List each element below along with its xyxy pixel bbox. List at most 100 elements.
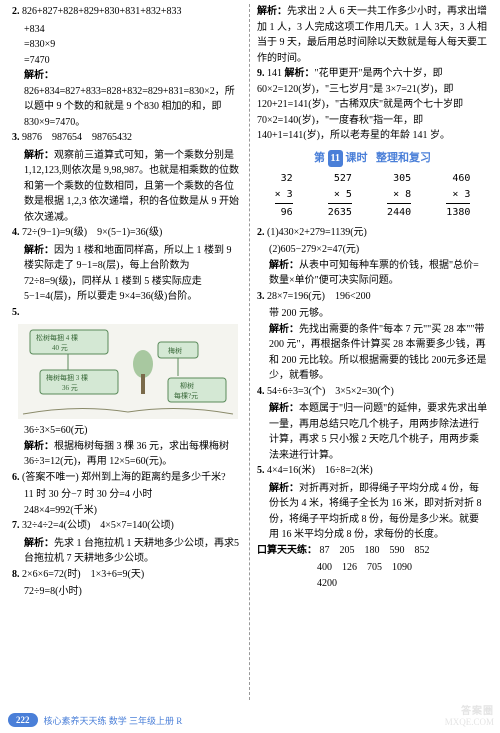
- q4r-exp: 解析：本题属于"归一问题"的延伸，要求先求出单一量，再用总结只吃几个桃子，用两步…: [257, 401, 488, 463]
- q2-l4: =7470: [12, 53, 243, 69]
- mental-label: 口算天天练：: [257, 545, 317, 556]
- sign4-b: 每棵?元: [174, 391, 198, 400]
- q8-l2: 72÷9=8(小时): [12, 584, 243, 600]
- q2r-l1: (1)430×2+279=1139(元): [267, 227, 367, 238]
- q3: 3. 9876 987654 98765432: [12, 130, 243, 146]
- calc-3: 305 × 8 2440: [387, 171, 411, 221]
- sign2-b: 36 元: [62, 384, 78, 392]
- calc-2r: 2635: [328, 203, 352, 221]
- q8-num: 8.: [12, 569, 20, 580]
- q4r: 4. 54÷6÷3=3(个) 3×5×2=30(个): [257, 384, 488, 400]
- q2r-exp-text: 从表中可知每种车票的价钱，根据"总价=数量×单价"便可决实际问题。: [269, 260, 479, 287]
- watermark-bot: MXQE.COM: [445, 717, 494, 727]
- q5: 5.: [12, 305, 243, 321]
- q5-exp: 解析：根据梅树每捆 3 棵 36 元，求出每棵梅树36÷3=12(元)，再用 1…: [12, 439, 243, 470]
- left-column: 2. 826+827+828+829+830+831+832+833 +834 …: [8, 4, 247, 700]
- calc-4: 460 × 3 1380: [446, 171, 470, 221]
- mental-r3: 4200: [257, 576, 488, 592]
- calc-3a: 305: [387, 171, 411, 187]
- q3-l1: 9876 987654 98765432: [22, 132, 132, 143]
- q6: 6. (答案不唯一) 郑州到上海的距离约是多少千米?: [12, 470, 243, 486]
- sign1-a: 松树每捆 4 棵: [36, 333, 78, 342]
- q7-num: 7.: [12, 520, 20, 531]
- calc-4b: × 3: [446, 187, 470, 203]
- sign1-b: 40 元: [52, 344, 68, 352]
- q3r-l1: 28×7=196(元) 196<200: [267, 291, 371, 302]
- q3r-exp-label: 解析：: [269, 324, 299, 335]
- q7-l: 32÷4÷2=4(公顷) 4×5×7=140(公顷): [22, 520, 174, 531]
- calc-1: 32 × 3 96: [275, 171, 293, 221]
- q2: 2. 826+827+828+829+830+831+832+833: [12, 4, 243, 20]
- q4-exp-text: 因为 1 楼和地面同样高，所以上 1 楼到 9 楼实际走了 9−1=8(层)，每…: [24, 245, 232, 303]
- q7-exp: 解析：先求 1 台拖拉机 1 天耕地多少公顷，再求5 台拖拉机 7 天耕地多少公…: [12, 536, 243, 567]
- mental-r1: 87 205 180 590 852: [320, 545, 430, 556]
- q4r-l1: 54÷6÷3=3(个) 3×5×2=30(个): [267, 386, 394, 397]
- q5r-exp-text: 对折再对折，即得绳子平均分成 4 份，每份长为 4 米，将绳子全长为 16 米，…: [269, 483, 482, 541]
- q5r-num: 5.: [257, 465, 265, 476]
- q4r-num: 4.: [257, 386, 265, 397]
- footer-page: 222: [8, 713, 38, 727]
- column-divider: [249, 4, 251, 700]
- q3-num: 3.: [12, 132, 20, 143]
- mental-r2: 400 126 705 1090: [257, 560, 488, 576]
- q4: 4. 72÷(9−1)=9(级) 9×(5−1)=36(级): [12, 225, 243, 241]
- watermark-top: 答案圈: [445, 702, 494, 717]
- calc-2b: × 5: [328, 187, 352, 203]
- calc-4a: 460: [446, 171, 470, 187]
- q2r-num: 2.: [257, 227, 265, 238]
- q8-l1: 2×6×6=72(时) 1×3+6=9(天): [22, 569, 144, 580]
- q7-exp-label: 解析：: [24, 538, 54, 549]
- q2-num: 2.: [12, 6, 20, 17]
- calc-3r: 2440: [387, 203, 411, 221]
- q9-l1: 141: [267, 68, 282, 79]
- r0-exp-text: 先求出 2 人 6 天一共工作多少小时，再求出增加 1 人，3 人完成这项工作用…: [257, 6, 487, 64]
- q2r-exp-label: 解析：: [269, 260, 299, 271]
- q2r: 2. (1)430×2+279=1139(元): [257, 225, 488, 241]
- calc-row: 32 × 3 96 527 × 5 2635 305 × 8 2440 460 …: [257, 171, 488, 221]
- q5-illustration: 松树每捆 4 棵 40 元 梅树每捆 3 棵 36 元 梅树 柳树 每棵?元: [12, 324, 243, 419]
- q4-l1: 72÷(9−1)=9(级) 9×(5−1)=36(级): [22, 227, 162, 238]
- q3r-num: 3.: [257, 291, 265, 302]
- mental: 口算天天练： 87 205 180 590 852: [257, 543, 488, 559]
- calc-3b: × 8: [387, 187, 411, 203]
- q5-num: 5.: [12, 307, 20, 318]
- q7: 7. 32÷4÷2=4(公顷) 4×5×7=140(公顷): [12, 518, 243, 534]
- q3r: 3. 28×7=196(元) 196<200: [257, 289, 488, 305]
- q2r-exp: 解析：从表中可知每种车票的价钱，根据"总价=数量×单价"便可决实际问题。: [257, 258, 488, 289]
- watermark: 答案圈 MXQE.COM: [445, 702, 494, 727]
- q2-exp-label: 解析：: [24, 70, 54, 81]
- q4-exp: 解析：因为 1 楼和地面同样高，所以上 1 楼到 9 楼实际走了 9−1=8(层…: [12, 243, 243, 305]
- lesson-badge: 11: [328, 150, 343, 168]
- q5r-l1: 4×4=16(米) 16÷8=2(米): [267, 465, 373, 476]
- lesson-title: 整理和复习: [376, 152, 431, 164]
- lesson-mid: 课时: [345, 152, 367, 164]
- q3r-exp: 解析：先找出需要的条件"每本 7 元""买 28 本""带 200 元"，再根据…: [257, 322, 488, 384]
- footer: 222 核心素养天天练 数学 三年级上册 R: [8, 713, 492, 727]
- q3-exp-text: 观察前三道算式可知，第一个乘数分别是1,12,123,则依次是 9,98,987…: [24, 150, 239, 223]
- calc-2: 527 × 5 2635: [328, 171, 352, 221]
- q5-exp-text: 根据梅树每捆 3 棵 36 元，求出每棵梅树36÷3=12(元)，再用 12×5…: [24, 441, 229, 468]
- q4r-exp-label: 解析：: [269, 403, 299, 414]
- footer-text: 核心素养天天练 数学 三年级上册 R: [44, 714, 183, 727]
- q5r-exp-label: 解析：: [269, 483, 299, 494]
- calc-2a: 527: [328, 171, 352, 187]
- q2-exp-text: 826+834=827+833=828+832=829+831=830×2，所以…: [24, 86, 235, 128]
- calc-1a: 32: [275, 171, 293, 187]
- calc-1r: 96: [275, 203, 293, 221]
- sign3: 梅树: [168, 346, 182, 355]
- q5-l1: 36÷3×5=60(元): [12, 423, 243, 439]
- sign4-a: 柳树: [180, 381, 194, 390]
- q5-exp-label: 解析：: [24, 441, 54, 452]
- section-header: 第 11 课时 整理和复习: [257, 150, 488, 168]
- q4-exp-label: 解析：: [24, 245, 54, 256]
- q2-l1: 826+827+828+829+830+831+832+833: [22, 6, 181, 17]
- q7-exp-text: 先求 1 台拖拉机 1 天耕地多少公顷，再求5 台拖拉机 7 天耕地多少公顷。: [24, 538, 239, 565]
- q6-title: (答案不唯一) 郑州到上海的距离约是多少千米?: [22, 472, 226, 483]
- sign2-a: 梅树每捆 3 棵: [46, 373, 88, 382]
- q6-l2: 248×4=992(千米): [12, 503, 243, 519]
- r0-exp: 解析：先求出 2 人 6 天一共工作多少小时，再求出增加 1 人，3 人完成这项…: [257, 4, 488, 66]
- q2-l2: +834: [12, 22, 243, 38]
- q9-exp-label: 解析：: [285, 68, 315, 79]
- q5r: 5. 4×4=16(米) 16÷8=2(米): [257, 463, 488, 479]
- q6-num: 6.: [12, 472, 20, 483]
